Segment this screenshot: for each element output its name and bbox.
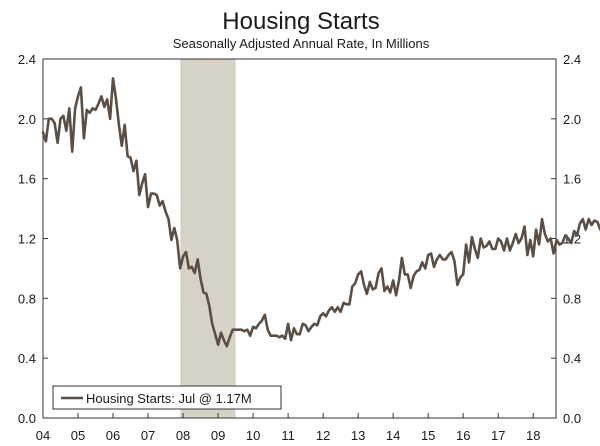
series-line-housing-starts xyxy=(41,77,600,348)
y-tick-label-left: 0.8 xyxy=(18,291,36,306)
y-tick-label-left: 1.2 xyxy=(18,232,36,247)
y-tick-label-right: 0.4 xyxy=(563,351,581,366)
y-tick-label-right: 2.4 xyxy=(563,52,581,67)
x-tick-label: 17 xyxy=(491,428,505,443)
x-tick-label: 10 xyxy=(246,428,260,443)
x-tick-label: 16 xyxy=(456,428,470,443)
x-tick-label: 08 xyxy=(176,428,190,443)
x-axis: 04 05 06 07 08 09 10 11 12 13 14 15 16 17 18 xyxy=(36,413,540,443)
y-tick-label-right: 2.0 xyxy=(563,112,581,127)
x-tick-label: 09 xyxy=(211,428,225,443)
y-axis-right: 0.00.40.81.21.62.02.4 xyxy=(551,52,581,426)
x-tick-label: 18 xyxy=(526,428,540,443)
x-tick-label: 12 xyxy=(316,428,330,443)
y-tick-label-left: 2.0 xyxy=(18,112,36,127)
y-tick-label-left: 0.0 xyxy=(18,411,36,426)
x-tick-label: 11 xyxy=(281,428,295,443)
y-tick-label-right: 0.0 xyxy=(563,411,581,426)
y-tick-label-left: 0.4 xyxy=(18,351,36,366)
chart-subtitle: Seasonally Adjusted Annual Rate, In Mill… xyxy=(173,36,430,51)
plot-frame xyxy=(42,58,557,419)
y-tick-label-right: 0.8 xyxy=(563,291,581,306)
y-tick-label-left: 2.4 xyxy=(18,52,36,67)
chart-title: Housing Starts xyxy=(222,8,379,35)
x-tick-label: 13 xyxy=(351,428,365,443)
x-tick-label: 06 xyxy=(106,428,120,443)
legend-label: Housing Starts: Jul @ 1.17M xyxy=(86,391,252,406)
legend-box xyxy=(52,385,282,410)
y-tick-label-right: 1.6 xyxy=(563,172,581,187)
x-tick-label: 04 xyxy=(36,428,50,443)
x-tick-label: 07 xyxy=(141,428,155,443)
x-tick-label: 15 xyxy=(421,428,435,443)
y-axis-left: 0.0 0.4 0.8 1.2 1.6 2.0 2.4 xyxy=(18,52,48,426)
x-tick-label: 05 xyxy=(71,428,85,443)
y-tick-label-left: 1.6 xyxy=(18,172,36,187)
x-tick-label: 14 xyxy=(386,428,400,443)
recession-band xyxy=(180,59,236,418)
legend: Housing Starts: Jul @ 1.17M xyxy=(52,385,282,410)
